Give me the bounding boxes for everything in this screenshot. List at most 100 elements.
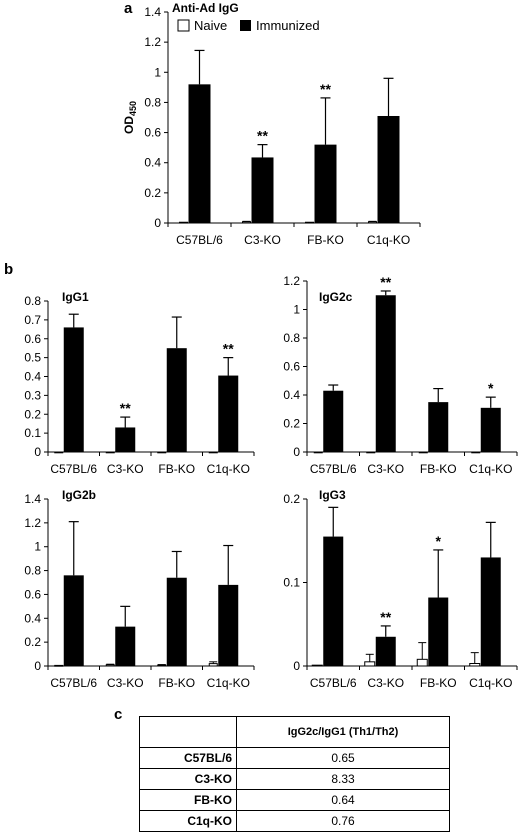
table-row: C57BL/6 0.65 [139, 747, 450, 769]
bar-naive [105, 664, 115, 667]
significance-marker: * [436, 533, 442, 549]
chart-title: IgG2c [319, 290, 353, 304]
y-tick-label: 0 [34, 445, 41, 459]
y-tick-label: 0 [293, 659, 300, 673]
bar-naive [471, 451, 481, 454]
significance-marker: ** [380, 274, 391, 290]
x-tick-label: FB-KO [420, 462, 457, 476]
y-tick-label: 0.2 [24, 635, 41, 649]
bar-immunized [323, 536, 344, 666]
bar-naive [311, 664, 323, 667]
bar-naive [313, 451, 323, 454]
y-tick-label: 0.2 [283, 492, 300, 506]
table-row: C3-KO 8.33 [139, 768, 450, 790]
panel-letter-c: c [114, 706, 123, 723]
y-tick-label: 0.4 [24, 611, 41, 625]
x-tick-label: C1q-KO [207, 676, 250, 690]
bar-naive [105, 451, 115, 454]
bar-naive [305, 221, 314, 224]
y-tick-label: 1.2 [144, 35, 161, 49]
bar-immunized [63, 575, 84, 666]
x-tick-label: C57BL/6 [310, 676, 357, 690]
y-tick-label: 0.8 [24, 564, 41, 578]
significance-marker: ** [380, 609, 391, 625]
bar-immunized [188, 84, 211, 223]
y-tick-label: 1.4 [144, 5, 161, 19]
y-tick-label: 1.4 [24, 492, 41, 506]
x-tick-label: C3-KO [367, 676, 404, 690]
bar-immunized [375, 295, 396, 452]
ratio-table: IgG2c/IgG1 (Th1/Th2) C57BL/6 0.65 C3-KO … [139, 716, 450, 832]
bar-immunized [63, 327, 84, 452]
y-tick-label: 0 [34, 659, 41, 673]
bar-naive [368, 221, 377, 224]
table-row-label: C3-KO [139, 768, 237, 790]
y-tick-label: 0.6 [144, 126, 161, 140]
significance-marker: ** [320, 81, 331, 97]
bar-naive [179, 221, 188, 224]
table-header-row: IgG2c/IgG1 (Th1/Th2) [139, 716, 450, 748]
y-tick-label: 1 [34, 540, 41, 554]
x-tick-label: C57BL/6 [50, 462, 97, 476]
y-tick-label: 0.6 [24, 332, 41, 346]
x-tick-label: FB-KO [420, 676, 457, 690]
bar-naive [366, 451, 376, 454]
bar-naive [54, 451, 64, 454]
table-row-label: C57BL/6 [139, 747, 237, 769]
legend-swatch-immunized [240, 20, 251, 31]
bar-immunized [377, 115, 400, 223]
y-tick-label: 0.6 [24, 587, 41, 601]
bar-naive [364, 661, 376, 667]
y-tick-label: 1.2 [283, 274, 300, 288]
bar-naive [157, 664, 167, 667]
x-tick-label: C3-KO [367, 462, 404, 476]
legend-label-immunized: Immunized [256, 18, 320, 33]
x-tick-label: C3-KO [107, 676, 144, 690]
chart-a: 0 0.2 0.4 0.6 0.8 1 1.2 1.4 C57BL/6 C3-KO ** FB-KO *… [122, 1, 421, 247]
bar-immunized [375, 636, 396, 666]
bar-immunized [428, 597, 449, 666]
x-tick-label: FB-KO [158, 462, 195, 476]
y-tick-label: 1.2 [24, 516, 41, 530]
x-tick-label: C57BL/6 [176, 233, 223, 247]
bar-immunized [480, 557, 501, 666]
significance-marker: ** [223, 341, 234, 357]
x-tick-label: C57BL/6 [310, 462, 357, 476]
bar-naive [54, 664, 64, 667]
bar-immunized [314, 144, 337, 223]
significance-marker: * [488, 380, 494, 396]
y-tick-label: 0.1 [283, 576, 300, 590]
table-header: IgG2c/IgG1 (Th1/Th2) [236, 716, 450, 748]
bar-immunized [166, 577, 187, 666]
chart-igg1: 0 0.1 0.2 0.3 0.4 0.5 0.6 0.7 0.8 C57BL/6 C3-KO ** F… [24, 290, 255, 476]
table-row-value: 0.65 [236, 747, 450, 769]
y-tick-label: 0.2 [144, 186, 161, 200]
y-tick-label: 1 [154, 65, 161, 79]
significance-marker: ** [257, 128, 268, 144]
table-row-value: 8.33 [236, 768, 450, 790]
bar-immunized [323, 390, 344, 452]
legend-swatch-naive [177, 19, 190, 32]
x-tick-label: C1q-KO [469, 462, 512, 476]
y-tick-label: 0.4 [144, 156, 161, 170]
table-corner-cell [139, 716, 237, 748]
bar-immunized [218, 584, 239, 666]
table-row-value: 0.64 [236, 789, 450, 811]
chart-title: IgG1 [62, 290, 89, 304]
legend-label-naive: Naive [194, 18, 227, 33]
bar-naive [157, 451, 167, 454]
table-row-value: 0.76 [236, 810, 450, 832]
x-tick-label: FB-KO [158, 676, 195, 690]
bar-immunized [480, 407, 501, 452]
bar-immunized [166, 348, 187, 452]
table-row: C1q-KO 0.76 [139, 810, 450, 832]
chart-title: Anti-Ad IgG [172, 1, 239, 15]
x-tick-label: FB-KO [307, 233, 344, 247]
bar-immunized [428, 402, 449, 452]
bar-naive [416, 658, 428, 667]
y-tick-label: 0.6 [283, 360, 300, 374]
y-axis-label: OD450 [122, 101, 138, 134]
y-tick-label: 0.8 [144, 95, 161, 109]
table-row: FB-KO 0.64 [139, 789, 450, 811]
